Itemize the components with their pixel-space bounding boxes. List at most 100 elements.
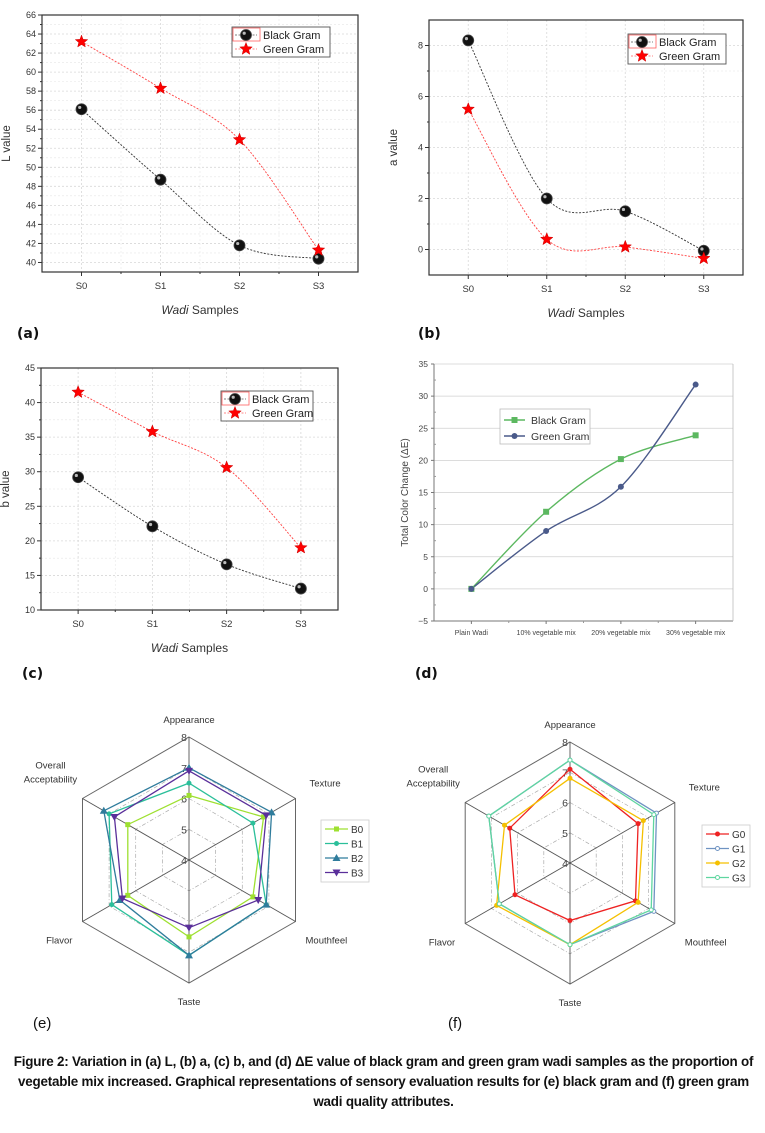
radar-tick-label: 5 [181, 824, 187, 836]
legend-marker [715, 831, 720, 837]
legend-marker [332, 854, 341, 861]
radar-point-b3 [118, 895, 127, 903]
radar-point-b2 [185, 951, 193, 959]
legend: Black Gram Green Gram [220, 390, 314, 422]
legend-marker-highlight [242, 31, 246, 35]
legend-label: B2 [351, 854, 364, 865]
data-point-green-gram [294, 540, 308, 554]
radar-point-g2 [635, 899, 641, 905]
chart-a-panel: 40 42 44 46 48 50 52 54 56 58 60 62 64 66 S0 S1 S2 S3 Wadi… [0, 0, 380, 320]
y-tick-label: 52 [26, 143, 36, 153]
y-tick-label: 30 [419, 391, 429, 401]
radar-axis-label: Mouthfeel [306, 936, 348, 947]
radar-point-g0 [567, 917, 573, 923]
y-tick-label: 60 [26, 67, 36, 77]
radar-spoke [569, 862, 676, 924]
data-point-black-gram [233, 239, 246, 252]
x-tick-label: S1 [541, 284, 553, 295]
panel-label-c: (c) [22, 666, 44, 682]
radar-point-g2 [502, 822, 508, 828]
data-point-green-gram [696, 251, 711, 265]
data-point-green-gram [145, 424, 160, 438]
y-tick-label: 6 [418, 92, 423, 102]
data-point-black-gram-highlight [74, 473, 78, 478]
radar-point-g2 [567, 775, 573, 781]
radar-axis-label-line: Acceptability [407, 779, 461, 790]
x-tick-label: S3 [698, 284, 710, 295]
radar-axis-label: Texture [689, 783, 720, 794]
data-point-green-gram [618, 239, 633, 253]
y-tick-label: 10 [25, 605, 35, 615]
radar-point-g0 [507, 825, 513, 831]
chart-f-panel: 4 5 6 7 8 Appearance Texture Mouthfeel Taste Flav… [385, 700, 765, 1020]
radar-series-g3 [488, 759, 655, 946]
x-tick-label: S3 [295, 619, 307, 630]
y-tick-label: 62 [26, 48, 36, 58]
data-point-green-gram [219, 460, 234, 474]
radar-axis-label: Taste [559, 998, 582, 1009]
y-tick-label: 44 [26, 219, 36, 229]
legend-marker [229, 393, 241, 405]
radar-point-g0 [567, 766, 573, 772]
radar-axis-label: Flavor [46, 936, 72, 947]
legend-box [320, 819, 370, 883]
data-point-green-gram [468, 585, 475, 592]
legend-label: G2 [732, 859, 746, 870]
legend-highlight [221, 391, 250, 406]
radar-axis-label-line: Overall [418, 765, 448, 776]
y-tick-label: −5 [418, 616, 428, 626]
chart-e-panel: 4 5 6 7 8 Appearance Texture Mouthfeel Taste Flav… [0, 700, 380, 1020]
radar-point-g3 [496, 901, 502, 907]
radar-axis-label: Mouthfeel [685, 938, 727, 949]
radar-point-b3 [185, 767, 193, 775]
chart-d-delta-e: −5 0 5 10 15 20 25 30 35 Plain Wadi 10% vegetable … [400, 359, 734, 637]
legend-label: Black Gram [252, 394, 309, 406]
radar-axis-label-line: Overall [35, 761, 65, 772]
data-point-black-gram [617, 456, 624, 463]
legend-label: B1 [351, 840, 364, 851]
radar-point-b2 [262, 900, 271, 908]
radar-axis-label: Overall Acceptability [24, 761, 78, 786]
data-point-green-gram [232, 132, 247, 146]
x-tick-label: S0 [76, 281, 88, 292]
x-tick-label: S2 [234, 281, 246, 292]
panel-label-a: (a) [17, 326, 40, 342]
data-point-black-gram [692, 432, 699, 439]
series-line-black-gram [77, 476, 302, 589]
legend-highlight [628, 34, 657, 49]
radar-point-b2 [99, 806, 108, 814]
legend-label: Green Gram [531, 431, 590, 443]
radar-point-g0 [512, 892, 518, 898]
y-tick-label: 15 [25, 570, 35, 580]
radar-tick-label: 6 [181, 794, 187, 806]
panel-label-e: (e) [33, 1015, 52, 1032]
radar-point-b1 [186, 780, 192, 786]
series-line-black-gram [470, 434, 696, 590]
radar-spoke [188, 798, 296, 861]
legend-marker [636, 36, 648, 48]
legend-label: Green Gram [659, 51, 720, 63]
radar-tick-label: 7 [181, 763, 187, 775]
radar-axis-label-line: Acceptability [24, 775, 78, 786]
x-axis-label: Wadi Samples [547, 306, 624, 320]
series-line-green-gram [470, 384, 697, 590]
legend-marker [715, 875, 720, 880]
panel-label-d: (d) [415, 666, 438, 682]
x-axis-label-italic: Wadi [547, 306, 574, 320]
x-axis-label: Wadi Samples [151, 641, 228, 655]
data-point-green-gram [543, 528, 550, 535]
x-tick-label: S2 [619, 284, 631, 295]
data-point-black-gram [619, 205, 632, 218]
y-axis-label: a value [388, 129, 400, 166]
data-point-green-gram [311, 242, 326, 256]
chart-f-green-gram-sensory: 45678AppearanceTextureMouthfeelTasteFlav… [407, 720, 751, 1009]
x-axis-label-rest: Samples [178, 641, 228, 655]
y-tick-label: 2 [418, 194, 423, 204]
x-tick-label: 20% vegetable mix [591, 630, 651, 637]
x-axis-label: Wadi Samples [161, 303, 238, 317]
legend: G0 G1 G2 G3 [701, 824, 751, 888]
figure-caption: Figure 2: Variation in (a) L, (b) a, (c)… [13, 1054, 754, 1109]
legend-label: Black Gram [531, 415, 586, 427]
series-line-green-gram [77, 391, 302, 549]
radar-axis-label: Overall Acceptability [407, 765, 461, 790]
